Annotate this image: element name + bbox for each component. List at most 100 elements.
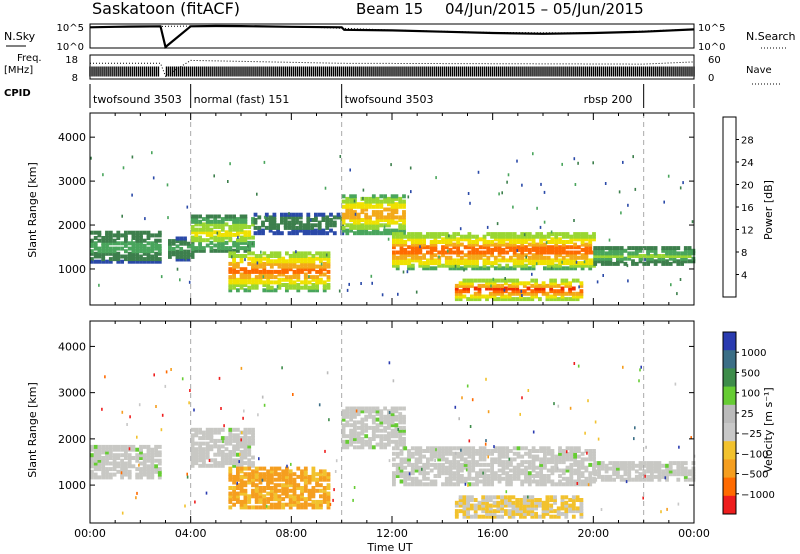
- velocity-cell: [236, 441, 240, 446]
- power-cell: [504, 297, 508, 302]
- velocity-cell: [326, 499, 331, 504]
- velocity-cell: [157, 475, 162, 480]
- power-cell: [179, 236, 184, 241]
- power-cell: [154, 259, 158, 264]
- power-cell: [336, 215, 341, 220]
- velocity-cell: [577, 479, 581, 484]
- velocity-cell: [273, 472, 278, 477]
- velocity-cell: [477, 503, 482, 508]
- velocity-cell: [466, 503, 470, 508]
- velocity-cell: [251, 474, 255, 479]
- velocity-cell: [322, 472, 327, 477]
- velocity-cell: [281, 486, 286, 490]
- power-cell: [375, 215, 380, 220]
- velocity-cell: [516, 468, 521, 473]
- velocity-cell: [634, 474, 639, 479]
- power-scatter-point: [608, 238, 611, 242]
- velocity-cell: [568, 509, 572, 514]
- power-cell: [276, 231, 280, 236]
- velocity-cell: [504, 511, 508, 516]
- velocity-cell: [205, 433, 210, 438]
- power-cell: [295, 225, 299, 230]
- velocity-scatter-point: [258, 457, 260, 461]
- power-cell: [418, 234, 423, 239]
- power-cell: [475, 242, 479, 247]
- velocity-cell: [135, 472, 140, 477]
- velocity-cell: [232, 491, 236, 496]
- power-cell: [515, 297, 520, 302]
- power-scatter-point: [550, 266, 553, 270]
- power-cell: [512, 263, 517, 268]
- velocity-cell: [101, 464, 106, 469]
- velocity-cell: [534, 511, 538, 516]
- velocity-scatter-point: [622, 365, 624, 369]
- power-cell: [672, 248, 677, 253]
- velocity-cell: [501, 465, 506, 470]
- freq-right-tick-low: 0: [708, 73, 714, 84]
- power-cell: [441, 240, 445, 244]
- velocity-cell: [486, 462, 491, 467]
- power-cell: [341, 220, 346, 225]
- velocity-cell: [515, 506, 520, 511]
- velocity-cell: [418, 465, 423, 470]
- velocity-scatter-point: [318, 403, 321, 407]
- velocity-cell: [448, 462, 453, 467]
- power-cell: [379, 204, 384, 209]
- power-cell: [277, 285, 282, 290]
- velocity-cell: [108, 475, 113, 480]
- power-cell: [317, 231, 322, 236]
- velocity-scatter-point: [335, 459, 338, 463]
- power-cell: [509, 247, 513, 252]
- power-cell: [524, 253, 528, 258]
- velocity-cell: [505, 454, 510, 459]
- power-cell: [194, 248, 199, 253]
- velocity-cell: [202, 447, 206, 452]
- power-scatter-point: [501, 191, 503, 195]
- velocity-cell: [326, 505, 331, 510]
- power-cell: [247, 277, 252, 282]
- velocity-scatter-point: [485, 439, 487, 443]
- power-cell: [403, 258, 408, 263]
- velocity-cell: [202, 450, 206, 454]
- power-cell: [597, 259, 601, 264]
- velocity-cell: [497, 446, 502, 451]
- velocity-cell: [154, 450, 158, 455]
- power-cell: [394, 210, 399, 215]
- velocity-cell: [550, 479, 555, 484]
- power-cell: [493, 237, 498, 242]
- power-cell: [395, 237, 400, 242]
- power-cell: [392, 242, 396, 247]
- power-cell: [584, 234, 589, 239]
- velocity-cell: [452, 462, 457, 467]
- power-cell: [93, 251, 98, 256]
- power-cell: [530, 297, 535, 302]
- velocity-cell: [501, 462, 506, 467]
- power-cell: [247, 240, 252, 245]
- velocity-scatter-point: [189, 389, 191, 392]
- velocity-cell: [478, 457, 483, 462]
- power-cell: [619, 246, 624, 251]
- velocity-scatter-point: [527, 389, 530, 392]
- velocity-cell: [668, 472, 673, 477]
- power-cell: [392, 263, 396, 268]
- velocity-cell: [402, 431, 406, 436]
- colorbar-tick-label: 100: [741, 389, 760, 400]
- velocity-cell: [569, 446, 574, 451]
- velocity-cell: [209, 444, 214, 449]
- velocity-cell: [139, 475, 143, 480]
- power-cell: [511, 291, 516, 296]
- velocity-scatter-point: [597, 437, 600, 441]
- power-cell: [600, 261, 605, 266]
- power-cell: [307, 259, 312, 264]
- velocity-cell: [539, 482, 543, 487]
- velocity-cell: [456, 446, 460, 451]
- velocity-cell: [311, 477, 316, 482]
- power-cell: [573, 237, 577, 242]
- velocity-cell: [612, 461, 616, 466]
- power-cell: [507, 297, 512, 302]
- velocity-scatter-point: [101, 407, 103, 411]
- velocity-cell: [232, 447, 236, 452]
- power-scatter-point: [663, 200, 665, 204]
- power-cell: [296, 283, 301, 287]
- power-cell: [127, 241, 132, 246]
